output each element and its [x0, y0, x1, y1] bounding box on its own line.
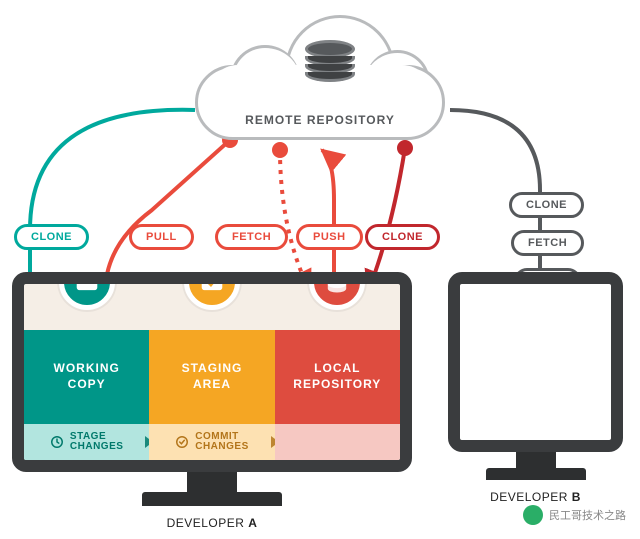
- folder-icon: [59, 272, 115, 310]
- pill-fetch: FETCH: [215, 224, 288, 250]
- pill-clone-a: CLONE: [14, 224, 89, 250]
- staging-title-2: AREA: [149, 377, 274, 393]
- diagram-root: REMOTE REPOSITORY CLONE PULL FETCH PUSH …: [0, 0, 640, 539]
- pill-b-fetch: FETCH: [511, 230, 584, 256]
- developer-a-label: DEVELOPER A: [12, 516, 412, 530]
- wechat-icon: [523, 505, 543, 525]
- working-copy-column: WORKINGCOPY STAGE CHANGES: [24, 284, 149, 460]
- commit-changes-action: COMMIT CHANGES: [149, 424, 274, 460]
- developer-a-monitor: WORKINGCOPY STAGE CHANGES STAGINGAREA CO…: [12, 272, 412, 530]
- staging-title-1: STAGING: [149, 361, 274, 377]
- check-icon: [175, 435, 189, 449]
- local-repo-column: LOCALREPOSITORY: [275, 284, 400, 460]
- local-title-2: REPOSITORY: [275, 377, 400, 393]
- stage-changes-action: STAGE CHANGES: [24, 424, 149, 460]
- pill-pull: PULL: [129, 224, 194, 250]
- developer-b-label: DEVELOPER B: [448, 490, 623, 504]
- pill-b-clone: CLONE: [509, 192, 584, 218]
- pill-clone-a2: CLONE: [365, 224, 440, 250]
- remote-repository-cloud: REMOTE REPOSITORY: [180, 10, 460, 160]
- local-sub-empty: [275, 424, 400, 460]
- remote-repo-label: REMOTE REPOSITORY: [180, 113, 460, 127]
- working-title-2: COPY: [24, 377, 149, 393]
- working-title-1: WORKING: [24, 361, 149, 377]
- db-icon: [309, 272, 365, 310]
- watermark: 民工哥技术之路: [523, 505, 626, 525]
- developer-b-monitor: DEVELOPER B: [448, 272, 623, 504]
- pill-push: PUSH: [296, 224, 363, 250]
- database-icon: [305, 40, 355, 82]
- local-title-1: LOCAL: [275, 361, 400, 377]
- clock-icon: [50, 435, 64, 449]
- staging-area-column: STAGINGAREA COMMIT CHANGES: [149, 284, 274, 460]
- folder-check-icon: [184, 272, 240, 310]
